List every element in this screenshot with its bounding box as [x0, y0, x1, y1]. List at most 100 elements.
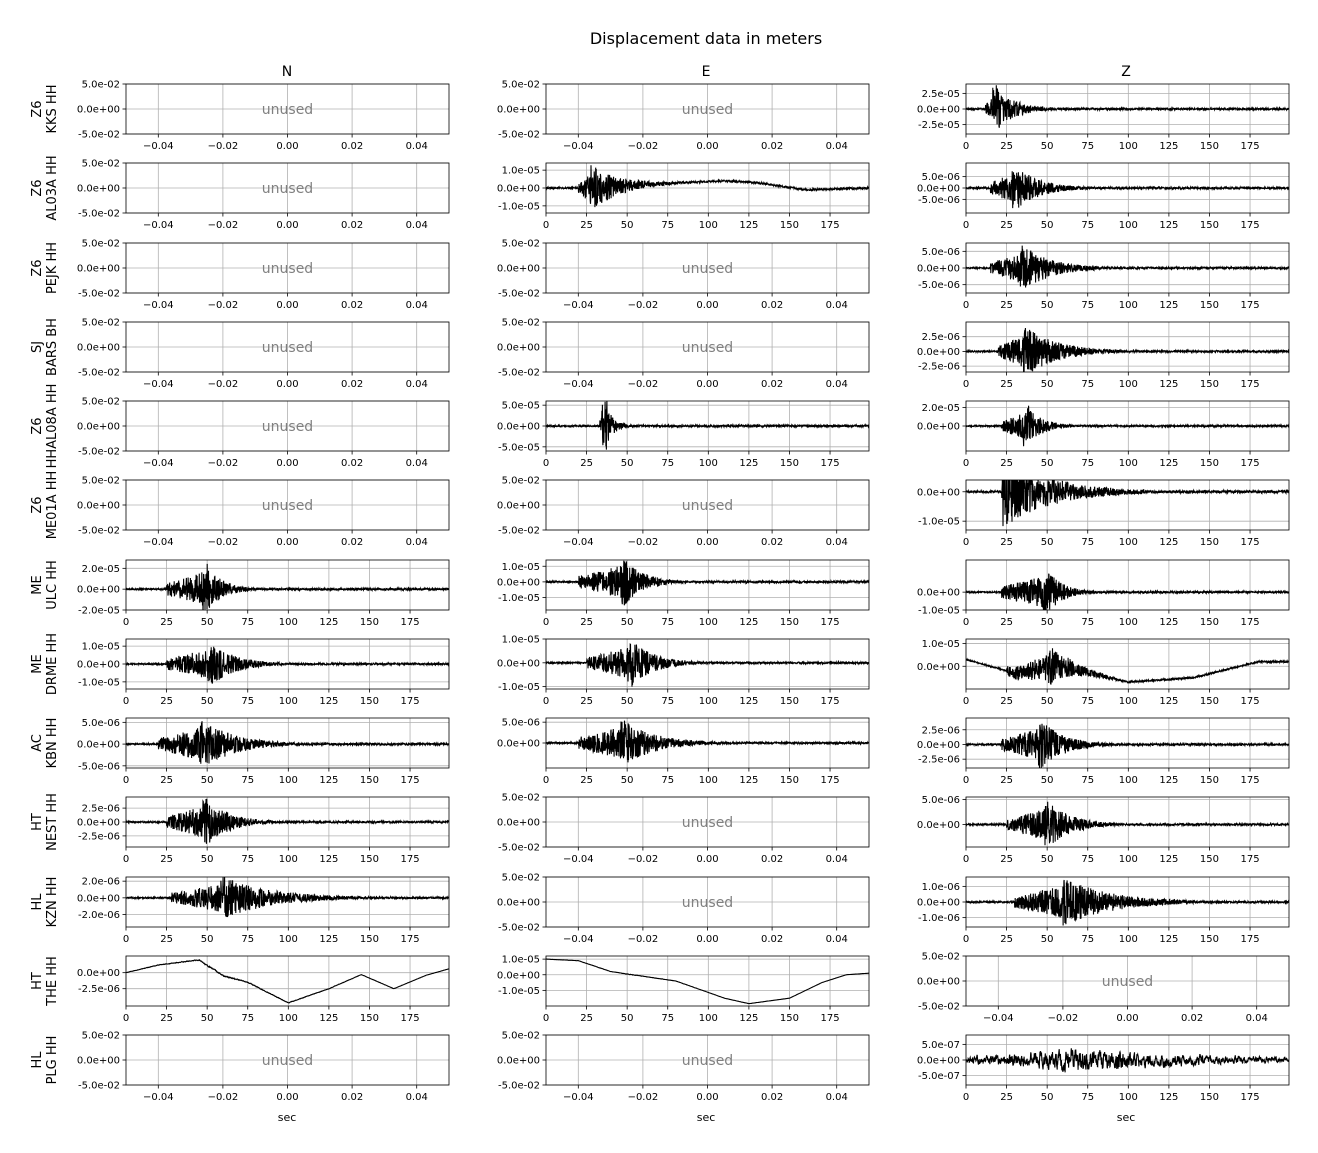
y-tick-label: 0.0e+00 — [917, 422, 960, 433]
x-tick-label: 75 — [1081, 458, 1094, 469]
y-tick-label: 1.0e-06 — [922, 882, 960, 893]
x-tick-label: 0.00 — [276, 220, 298, 231]
waveform-trace — [966, 648, 1289, 685]
x-tick-label: 175 — [1240, 696, 1259, 707]
x-tick-label: 0.02 — [761, 141, 783, 152]
x-tick-label: −0.02 — [208, 1092, 239, 1103]
unused-label: unused — [262, 1053, 313, 1069]
x-tick-label: 25 — [580, 617, 593, 628]
x-tick-label: 75 — [1081, 300, 1094, 311]
x-tick-label: 125 — [739, 617, 758, 628]
x-tick-label: 25 — [1000, 617, 1013, 628]
y-tick-label: 0.0e+00 — [917, 347, 960, 358]
axes-frame — [965, 717, 1290, 769]
x-tick-label: 25 — [160, 696, 173, 707]
station-channel: KZN HH — [45, 877, 60, 928]
x-axis-label-e: sec — [697, 1111, 716, 1124]
x-tick-label: 25 — [1000, 775, 1013, 786]
y-tick-label: 1.0e-05 — [502, 955, 540, 966]
station-channel: HHAL08A HH — [45, 384, 60, 469]
station-label: HLKZN HH — [30, 877, 60, 928]
x-tick-label: 0 — [123, 775, 129, 786]
y-tick-label: 0.0e+00 — [917, 1056, 960, 1067]
y-tick-label: -5.0e-02 — [78, 130, 120, 141]
panel-n-5: −0.04 −0.02 0.00 0.02 0.04 5.0e-02 0.0e+00 -5.0… — [77, 397, 450, 469]
y-tick-label: 5.0e-02 — [82, 1031, 120, 1042]
x-tick-label: 125 — [1159, 775, 1178, 786]
x-tick-label: 150 — [360, 617, 379, 628]
axes-frame — [965, 1034, 1290, 1086]
y-tick-label: 0.0e+00 — [917, 264, 960, 275]
x-tick-label: 0.02 — [1181, 1013, 1203, 1024]
x-tick-label: 175 — [400, 696, 419, 707]
x-tick-label: 125 — [1159, 1092, 1178, 1103]
x-tick-label: 125 — [1159, 141, 1178, 152]
waveform-trace — [126, 958, 449, 1004]
x-tick-label: 150 — [1200, 775, 1219, 786]
waveform-trace — [966, 405, 1289, 447]
x-tick-label: 0.04 — [826, 537, 848, 548]
x-tick-label: 25 — [1000, 696, 1013, 707]
x-tick-label: 175 — [820, 696, 839, 707]
y-tick-label: 0.0e+00 — [917, 588, 960, 599]
x-tick-label: 25 — [1000, 1092, 1013, 1103]
x-tick-label: 0.02 — [761, 379, 783, 390]
x-tick-label: 150 — [1200, 537, 1219, 548]
y-tick-label: -5.0e-06 — [78, 761, 120, 772]
station-channel: ULC HH — [45, 560, 60, 610]
x-tick-label: 0 — [963, 458, 969, 469]
x-tick-label: 0.02 — [761, 934, 783, 945]
x-tick-label: 0 — [963, 617, 969, 628]
x-tick-label: 50 — [621, 617, 634, 628]
x-tick-label: 100 — [279, 854, 298, 865]
x-tick-label: 0.04 — [406, 379, 428, 390]
x-tick-label: 0.02 — [341, 300, 363, 311]
y-tick-label: 0.0e+00 — [497, 1056, 540, 1067]
network-code: Z6 — [30, 100, 45, 117]
panel-e-12: 0 25 50 75 100 125 150 175 1.0e-05 0.0e+00 -1.0e-0… — [497, 955, 870, 1024]
station-label: SJBARS BH — [30, 318, 60, 376]
waveform-trace — [966, 171, 1289, 209]
panel-z-3: 0 25 50 75 100 125 150 175 5.0e-06 0.0e+00 -5.0e-0… — [917, 242, 1290, 311]
x-tick-label: 0 — [963, 379, 969, 390]
x-tick-label: 125 — [1159, 458, 1178, 469]
axes-frame — [125, 876, 450, 928]
x-tick-label: −0.04 — [983, 1013, 1014, 1024]
y-tick-label: 5.0e-02 — [922, 952, 960, 963]
x-tick-label: 50 — [1041, 220, 1054, 231]
axes-frame — [125, 162, 450, 214]
waveform-trace — [966, 879, 1289, 926]
x-tick-label: 25 — [580, 220, 593, 231]
x-tick-label: 0.00 — [696, 854, 718, 865]
waveform-trace — [966, 723, 1289, 768]
y-tick-label: 5.0e-02 — [82, 159, 120, 170]
x-tick-label: 50 — [1041, 379, 1054, 390]
y-tick-label: 1.0e-05 — [922, 639, 960, 650]
x-tick-label: 0 — [543, 775, 549, 786]
x-tick-label: −0.02 — [1048, 1013, 1079, 1024]
x-tick-label: 100 — [699, 1013, 718, 1024]
x-axis-label-z: sec — [1117, 1111, 1136, 1124]
y-tick-label: 5.0e-02 — [502, 793, 540, 804]
axes-frame — [125, 796, 450, 848]
x-tick-label: 0.04 — [1246, 1013, 1268, 1024]
network-code: HL — [30, 893, 45, 911]
station-label: Z6HHAL08A HH — [30, 384, 60, 469]
unused-label: unused — [262, 102, 313, 118]
x-tick-label: 150 — [780, 775, 799, 786]
axes-frame — [545, 400, 870, 452]
x-tick-label: 75 — [241, 696, 254, 707]
x-tick-label: 75 — [661, 775, 674, 786]
x-tick-label: 100 — [279, 934, 298, 945]
y-tick-label: -5.0e-02 — [498, 526, 540, 537]
x-tick-label: 0.02 — [341, 220, 363, 231]
x-tick-label: 175 — [400, 934, 419, 945]
x-tick-label: 0.02 — [341, 1092, 363, 1103]
x-tick-label: −0.04 — [563, 141, 594, 152]
x-tick-label: 100 — [1119, 537, 1138, 548]
x-tick-label: 100 — [699, 220, 718, 231]
y-tick-label: 1.0e-05 — [502, 635, 540, 646]
y-tick-label: 0.0e+00 — [77, 968, 120, 979]
y-tick-label: 0.0e+00 — [497, 264, 540, 275]
x-tick-label: 0 — [963, 854, 969, 865]
